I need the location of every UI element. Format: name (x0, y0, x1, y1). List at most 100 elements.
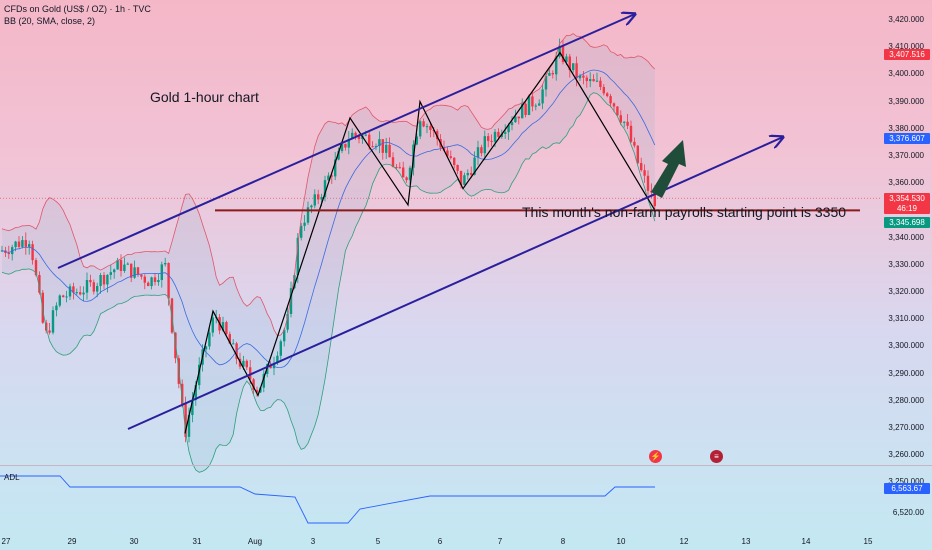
candle-body (453, 157, 456, 166)
candle-body (147, 282, 150, 287)
time-axis-label: 27 (1, 537, 11, 546)
bollinger-upper-band (1, 33, 656, 337)
candle-body (527, 96, 531, 115)
candle-body (551, 72, 554, 75)
candle-body (561, 45, 565, 63)
us-flag-icon[interactable]: ≡ (710, 450, 723, 463)
candle-body (619, 115, 622, 123)
candle-body (653, 192, 656, 207)
bollinger-middle-band (1, 69, 656, 369)
candle-body (68, 286, 72, 297)
time-axis-label: 10 (616, 537, 626, 546)
candle-body (79, 292, 82, 295)
adl-line (0, 475, 655, 524)
candle-body (446, 150, 449, 157)
candle-body (388, 144, 391, 158)
candle-body (371, 146, 374, 148)
candle-body (470, 172, 473, 175)
candle-body (629, 125, 633, 142)
candle-body (476, 147, 480, 158)
candle-body (402, 167, 405, 178)
price-axis-label: 3,260.000 (888, 450, 924, 460)
candle-body (310, 205, 313, 208)
candle-body (140, 274, 143, 277)
candle-body (17, 241, 21, 247)
candle-body (7, 252, 10, 255)
candle-body (167, 263, 170, 299)
time-axis-label: 6 (437, 537, 443, 546)
candle-body (490, 140, 493, 142)
candle-body (92, 282, 95, 292)
candle-body (34, 260, 38, 276)
candle-body (306, 207, 310, 223)
candle-body (184, 403, 187, 437)
candle-body (606, 93, 609, 97)
pane-divider[interactable] (0, 465, 932, 466)
price-axis-label: 3,320.000 (888, 287, 924, 296)
candle-body (164, 263, 167, 265)
candle-body (391, 157, 395, 167)
candle-body (514, 116, 517, 123)
candle-body (160, 264, 163, 281)
candle-body (510, 122, 514, 126)
candle-body (548, 72, 551, 76)
candle-body (585, 77, 588, 82)
candle-body (517, 116, 520, 119)
candle-body (262, 373, 265, 388)
candle-body (558, 45, 561, 57)
candle-body (640, 163, 643, 171)
bollinger-lower-band (1, 92, 656, 473)
candle-body (11, 247, 14, 255)
candle-body (130, 263, 133, 278)
price-axis-label: 3,370.000 (888, 151, 924, 160)
time-axis-label: 12 (679, 537, 689, 546)
price-tag-upper-band: 3,407.516 (884, 49, 930, 60)
candle-body (228, 334, 231, 344)
candle-body (572, 63, 575, 71)
channel-lower-line (127, 137, 783, 430)
price-axis-label: 3,420.000 (888, 15, 924, 24)
candle-body (126, 263, 129, 265)
candle-body (599, 80, 602, 88)
candle-body (340, 143, 344, 152)
candle-body (109, 272, 112, 275)
candle-body (623, 121, 626, 123)
time-axis-label: 13 (741, 537, 751, 546)
candle-body (296, 237, 299, 276)
price-axis-label: 3,330.000 (888, 259, 924, 269)
candle-body (609, 96, 612, 104)
candle-body (422, 121, 425, 127)
time-axis-label: 14 (801, 537, 811, 546)
chart-title-annotation: Gold 1-hour chart (150, 89, 259, 105)
candle-body (102, 274, 106, 285)
candle-body (255, 389, 259, 393)
symbol-legend[interactable]: CFDs on Gold (US$ / OZ) · 1h · TVC (4, 4, 151, 14)
candle-body (521, 103, 524, 119)
candle-body (500, 133, 503, 137)
price-axis-label: 3,410.000 (888, 42, 924, 52)
candle-body (150, 277, 153, 287)
candle-body (405, 177, 408, 181)
candle-body (578, 75, 582, 79)
candle-body (85, 280, 89, 293)
candle-body (323, 180, 327, 198)
candle-body (385, 144, 388, 153)
candle-body (544, 75, 548, 90)
lightning-icon[interactable]: ⚡ (649, 450, 662, 463)
candle-body (279, 341, 282, 356)
adl-legend[interactable]: ADL (4, 473, 20, 482)
candle-body (133, 267, 136, 278)
candle-body (344, 143, 347, 148)
candle-body (480, 147, 483, 154)
candle-body (14, 241, 17, 248)
bollinger-bands-legend[interactable]: BB (20, SMA, close, 2) (4, 16, 96, 26)
candle-body (595, 80, 599, 82)
candle-body (113, 269, 116, 273)
adl-axis-label: 6,520.00 (892, 508, 924, 517)
candle-body (89, 280, 92, 283)
candle-body (555, 56, 558, 75)
price-axis-label: 3,390.000 (888, 96, 924, 106)
candle-body (378, 139, 381, 147)
